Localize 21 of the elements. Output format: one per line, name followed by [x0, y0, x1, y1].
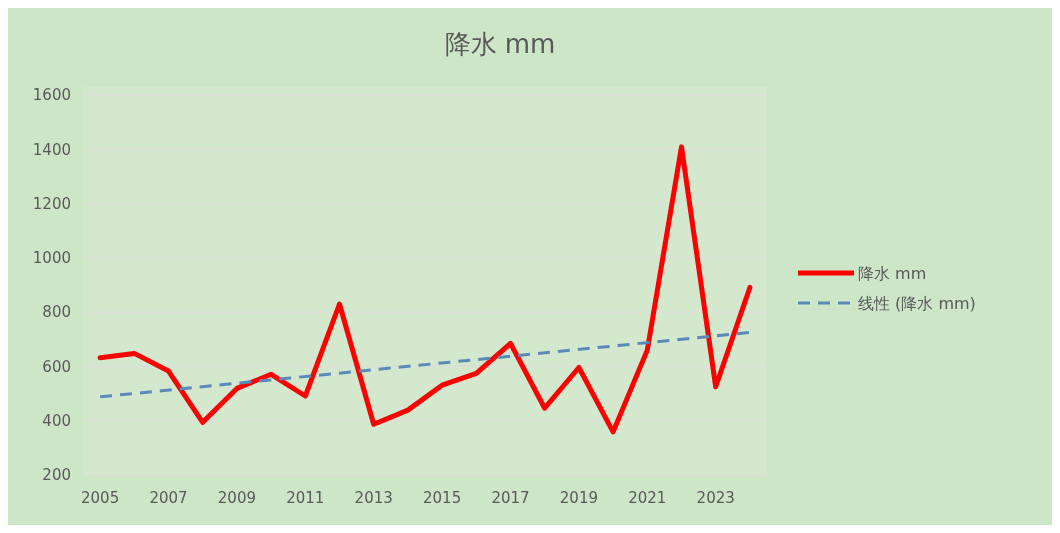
- y-tick-label: 800: [42, 303, 71, 322]
- y-tick-label: 200: [42, 466, 71, 485]
- x-tick-label: 2019: [559, 489, 598, 507]
- x-tick-label: 2011: [286, 489, 325, 507]
- y-tick-label: 1200: [32, 194, 71, 213]
- x-tick-label: 2013: [354, 489, 393, 507]
- x-tick-label: 2015: [423, 489, 462, 507]
- y-tick-label: 600: [42, 357, 71, 376]
- x-tick-label: 2009: [217, 489, 256, 507]
- legend-label: 线性 (降水 mm): [858, 293, 976, 313]
- x-tick-label: 2017: [491, 489, 530, 507]
- x-tick-label: 2005: [81, 489, 120, 507]
- y-tick-label: 400: [42, 411, 71, 430]
- legend-label: 降水 mm: [858, 263, 927, 283]
- x-tick-label: 2023: [696, 489, 735, 507]
- chart-title: 降水 mm: [444, 29, 556, 59]
- x-tick-label: 2021: [628, 489, 667, 507]
- x-tick-label: 2007: [149, 489, 188, 507]
- y-tick-label: 1600: [32, 86, 71, 105]
- y-tick-label: 1400: [32, 140, 71, 159]
- y-tick-label: 1000: [32, 249, 71, 268]
